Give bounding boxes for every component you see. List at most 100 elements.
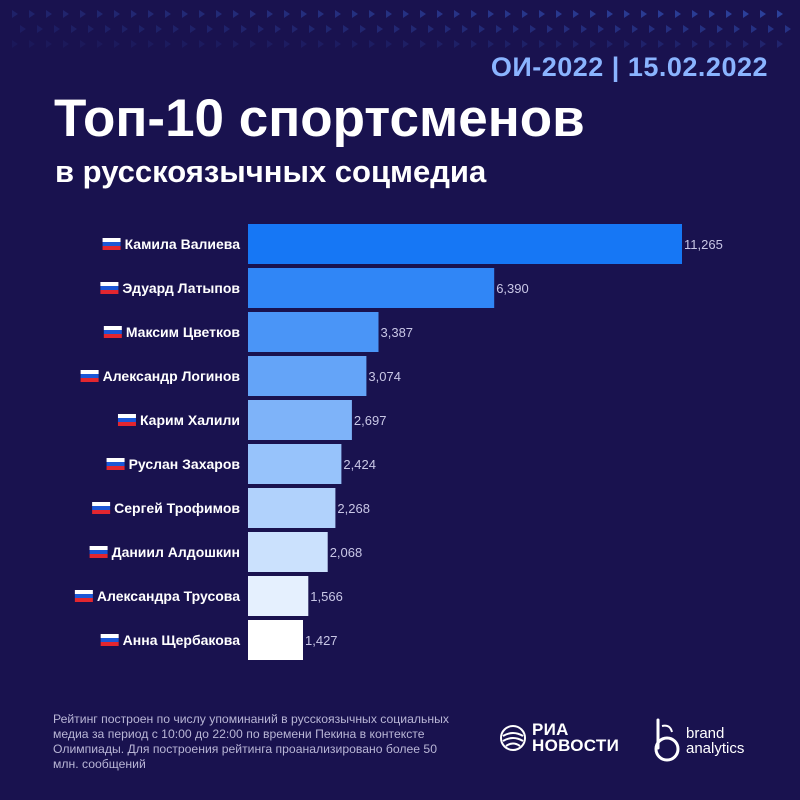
category-label: Камила Валиева <box>125 236 241 252</box>
pattern-triangle <box>97 40 103 48</box>
pattern-triangle <box>607 10 613 18</box>
methodology-footnote: Рейтинг построен по числу упоминаний в р… <box>53 712 449 771</box>
pattern-triangle <box>760 10 766 18</box>
russia-flag-icon <box>92 502 111 514</box>
pattern-triangle <box>386 40 392 48</box>
pattern-triangle <box>403 40 409 48</box>
pattern-triangle <box>241 25 247 33</box>
pattern-triangle <box>173 25 179 33</box>
pattern-triangle <box>437 10 443 18</box>
pattern-triangle <box>615 25 621 33</box>
category-label: Анна Щербакова <box>123 632 241 648</box>
value-label: 1,566 <box>310 589 343 604</box>
pattern-triangle <box>675 40 681 48</box>
pattern-triangle <box>199 40 205 48</box>
brand-analytics-logo: brand analytics <box>652 718 744 764</box>
pattern-triangle <box>726 10 732 18</box>
pattern-triangle <box>768 25 774 33</box>
page-title: Топ-10 спортсменов <box>54 89 585 148</box>
pattern-triangle <box>717 25 723 33</box>
ba-logo-line1: brand <box>686 725 725 742</box>
pattern-triangle <box>301 10 307 18</box>
pattern-triangle <box>148 10 154 18</box>
pattern-triangle <box>46 10 52 18</box>
pattern-triangle <box>114 10 120 18</box>
pattern-triangle <box>182 10 188 18</box>
pattern-triangle <box>598 25 604 33</box>
pattern-triangle <box>369 40 375 48</box>
russia-flag-icon <box>106 458 125 470</box>
pattern-triangle <box>37 25 43 33</box>
bar <box>248 400 352 440</box>
value-label: 2,268 <box>337 501 370 516</box>
value-label: 2,424 <box>343 457 376 472</box>
bar <box>248 576 309 616</box>
pattern-triangle <box>658 40 664 48</box>
bar <box>248 532 328 572</box>
pattern-triangle <box>267 10 273 18</box>
pattern-triangle <box>556 40 562 48</box>
russia-flag-icon <box>100 634 119 646</box>
pattern-triangle <box>683 25 689 33</box>
pattern-triangle <box>352 40 358 48</box>
pattern-triangle <box>760 40 766 48</box>
pattern-triangle <box>556 10 562 18</box>
pattern-triangle <box>590 10 596 18</box>
pattern-triangle <box>335 40 341 48</box>
pattern-triangle <box>403 10 409 18</box>
pattern-triangle <box>624 40 630 48</box>
pattern-triangle <box>411 25 417 33</box>
russia-flag-icon <box>117 414 136 426</box>
value-label: 2,068 <box>330 545 363 560</box>
pattern-triangle <box>522 10 528 18</box>
pattern-triangle <box>573 10 579 18</box>
pattern-triangle <box>488 40 494 48</box>
category-label: Даниил Алдошкин <box>112 544 240 560</box>
russia-flag-icon <box>74 590 93 602</box>
pattern-triangle <box>131 40 137 48</box>
pattern-triangle <box>607 40 613 48</box>
pattern-triangle <box>233 10 239 18</box>
ria-logo-line2: НОВОСТИ <box>532 736 620 755</box>
ria-logo-line1: РИА <box>532 720 569 739</box>
pattern-triangle <box>284 40 290 48</box>
pattern-triangle <box>513 25 519 33</box>
pattern-triangle <box>437 40 443 48</box>
pattern-triangle <box>743 10 749 18</box>
pattern-triangle <box>709 40 715 48</box>
pattern-triangle <box>97 10 103 18</box>
pattern-triangle <box>63 40 69 48</box>
pattern-triangle <box>675 10 681 18</box>
bar <box>248 488 336 528</box>
pattern-triangle <box>250 10 256 18</box>
value-label: 3,074 <box>368 369 401 384</box>
pattern-triangle <box>182 40 188 48</box>
pattern-triangle <box>71 25 77 33</box>
category-label: Карим Халили <box>140 412 240 428</box>
pattern-triangle <box>394 25 400 33</box>
pattern-triangle <box>692 40 698 48</box>
pattern-triangle <box>318 40 324 48</box>
category-label: Александр Логинов <box>103 368 241 384</box>
category-label: Эдуард Латыпов <box>122 280 240 296</box>
pattern-triangle <box>785 25 791 33</box>
pattern-triangle <box>131 10 137 18</box>
pattern-triangle <box>326 25 332 33</box>
pattern-triangle <box>80 10 86 18</box>
pattern-triangle <box>114 40 120 48</box>
pattern-triangle <box>12 40 18 48</box>
pattern-triangle <box>700 25 706 33</box>
pattern-triangle <box>343 25 349 33</box>
pattern-triangle <box>165 10 171 18</box>
bar <box>248 620 303 660</box>
pattern-triangle <box>207 25 213 33</box>
pattern-triangle <box>777 10 783 18</box>
pattern-triangle <box>275 25 281 33</box>
bar <box>248 356 367 396</box>
pattern-triangle <box>709 10 715 18</box>
pattern-triangle <box>743 40 749 48</box>
pattern-triangle <box>156 25 162 33</box>
russia-flag-icon <box>89 546 108 558</box>
russia-flag-icon <box>103 326 122 338</box>
pattern-triangle <box>658 10 664 18</box>
